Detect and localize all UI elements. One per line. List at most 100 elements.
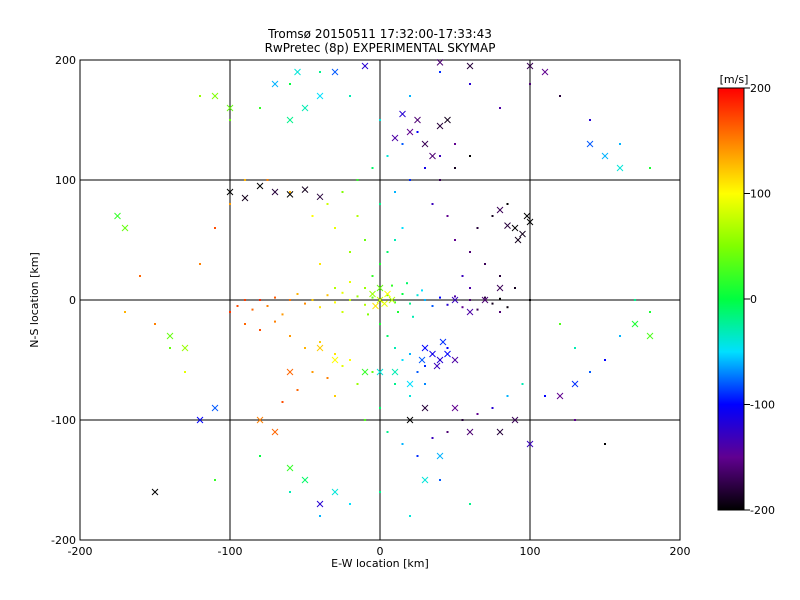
data-point-cross bbox=[414, 116, 421, 124]
data-point-dot bbox=[356, 383, 359, 385]
data-point-cross bbox=[646, 332, 654, 340]
data-point-dot bbox=[364, 419, 366, 421]
data-point-dot bbox=[484, 263, 486, 265]
data-point-dot bbox=[499, 275, 501, 277]
data-point-cross bbox=[241, 194, 249, 202]
y-tick-label: -200 bbox=[51, 534, 76, 547]
data-point-dot bbox=[476, 413, 479, 415]
data-point-dot bbox=[349, 95, 351, 97]
data-point-dot bbox=[391, 284, 393, 287]
data-point-cross bbox=[226, 104, 234, 112]
data-point-dot bbox=[289, 83, 291, 85]
data-point-cross bbox=[151, 488, 159, 496]
data-point-dot bbox=[379, 119, 381, 121]
x-tick-label: -200 bbox=[68, 545, 93, 558]
data-point-dot bbox=[446, 431, 449, 433]
data-point-cross bbox=[421, 404, 429, 412]
data-point-cross bbox=[451, 356, 459, 364]
data-point-dot bbox=[296, 293, 299, 295]
data-point-dot bbox=[574, 419, 576, 421]
data-point-dot bbox=[371, 167, 374, 169]
data-point-dot bbox=[214, 227, 216, 229]
data-point-dot bbox=[431, 305, 434, 307]
data-point-cross bbox=[331, 356, 339, 364]
data-point-dot bbox=[349, 281, 351, 283]
data-point-dot bbox=[439, 71, 441, 73]
y-tick-label: 0 bbox=[69, 294, 76, 307]
data-point-dot bbox=[319, 263, 321, 265]
colorbar-gradient bbox=[717, 87, 745, 511]
data-point-cross bbox=[406, 416, 414, 424]
data-point-cross bbox=[316, 344, 324, 352]
data-point-dot bbox=[229, 203, 231, 205]
data-point-dot bbox=[604, 443, 606, 445]
y-tick-label: -100 bbox=[51, 414, 76, 427]
data-point-cross bbox=[504, 222, 511, 229]
grid-lines bbox=[80, 60, 680, 540]
data-point-cross bbox=[511, 224, 519, 232]
data-point-dot bbox=[649, 311, 651, 313]
data-point-dot bbox=[469, 251, 471, 253]
data-point-dot bbox=[364, 303, 366, 306]
data-point-dot bbox=[559, 323, 561, 325]
colorbar: [m/s] bbox=[717, 73, 748, 511]
data-point-dot bbox=[397, 311, 399, 313]
data-point-dot bbox=[506, 203, 509, 205]
data-point-cross bbox=[316, 500, 324, 508]
data-point-dot bbox=[274, 320, 276, 323]
data-point-dot bbox=[349, 359, 351, 361]
data-point-cross bbox=[514, 236, 522, 244]
colorbar-tick-label: -200 bbox=[750, 504, 775, 517]
data-point-dot bbox=[266, 179, 269, 181]
data-point-cross bbox=[391, 134, 399, 142]
data-point-dot bbox=[356, 295, 359, 298]
data-point-dot bbox=[379, 263, 381, 265]
data-point-cross bbox=[376, 284, 384, 292]
data-point-dot bbox=[229, 119, 231, 121]
data-point-cross bbox=[376, 296, 384, 304]
data-point-dot bbox=[401, 359, 404, 361]
data-point-cross bbox=[286, 116, 294, 124]
colorbar-tick-label: 0 bbox=[750, 293, 757, 306]
data-point-dot bbox=[229, 311, 231, 313]
data-point-dot bbox=[184, 371, 186, 373]
data-point-dot bbox=[446, 215, 449, 217]
data-point-dot bbox=[514, 287, 516, 289]
data-point-dot bbox=[409, 179, 411, 181]
data-point-dot bbox=[364, 287, 366, 289]
data-point-cross bbox=[421, 344, 429, 352]
data-point-cross bbox=[166, 332, 174, 340]
data-point-dot bbox=[604, 359, 606, 361]
data-point-cross bbox=[361, 62, 369, 70]
data-point-dot bbox=[289, 191, 291, 193]
data-point-dot bbox=[274, 296, 276, 299]
data-point-cross bbox=[466, 62, 474, 70]
data-point-dot bbox=[334, 395, 336, 397]
data-point-dot bbox=[386, 335, 389, 337]
data-point-cross bbox=[466, 428, 474, 436]
data-point-cross bbox=[436, 452, 444, 460]
data-point-dot bbox=[649, 167, 651, 169]
data-point-dot bbox=[469, 287, 471, 289]
data-point-cross bbox=[376, 368, 384, 376]
data-point-dot bbox=[469, 503, 471, 505]
data-point-dot bbox=[341, 365, 344, 367]
chart-subtitle: RwPretec (8p) EXPERIMENTAL SKYMAP bbox=[265, 41, 496, 55]
data-point-dot bbox=[401, 143, 404, 145]
data-point-dot bbox=[446, 347, 449, 349]
data-point-dot bbox=[259, 107, 261, 109]
data-point-cross bbox=[301, 104, 309, 112]
data-point-dot bbox=[304, 302, 306, 305]
data-point-cross bbox=[381, 300, 388, 307]
data-point-cross bbox=[388, 296, 396, 304]
x-tick-label: 0 bbox=[377, 545, 384, 558]
data-point-dot bbox=[326, 294, 329, 297]
data-point-dot bbox=[341, 311, 344, 313]
data-point-dot bbox=[394, 239, 396, 241]
data-point-dot bbox=[214, 479, 216, 481]
data-point-dot bbox=[311, 299, 314, 301]
data-point-dot bbox=[409, 353, 411, 355]
data-point-cross bbox=[429, 152, 436, 160]
y-tick-label: 200 bbox=[55, 54, 76, 67]
data-point-cross bbox=[294, 68, 301, 76]
